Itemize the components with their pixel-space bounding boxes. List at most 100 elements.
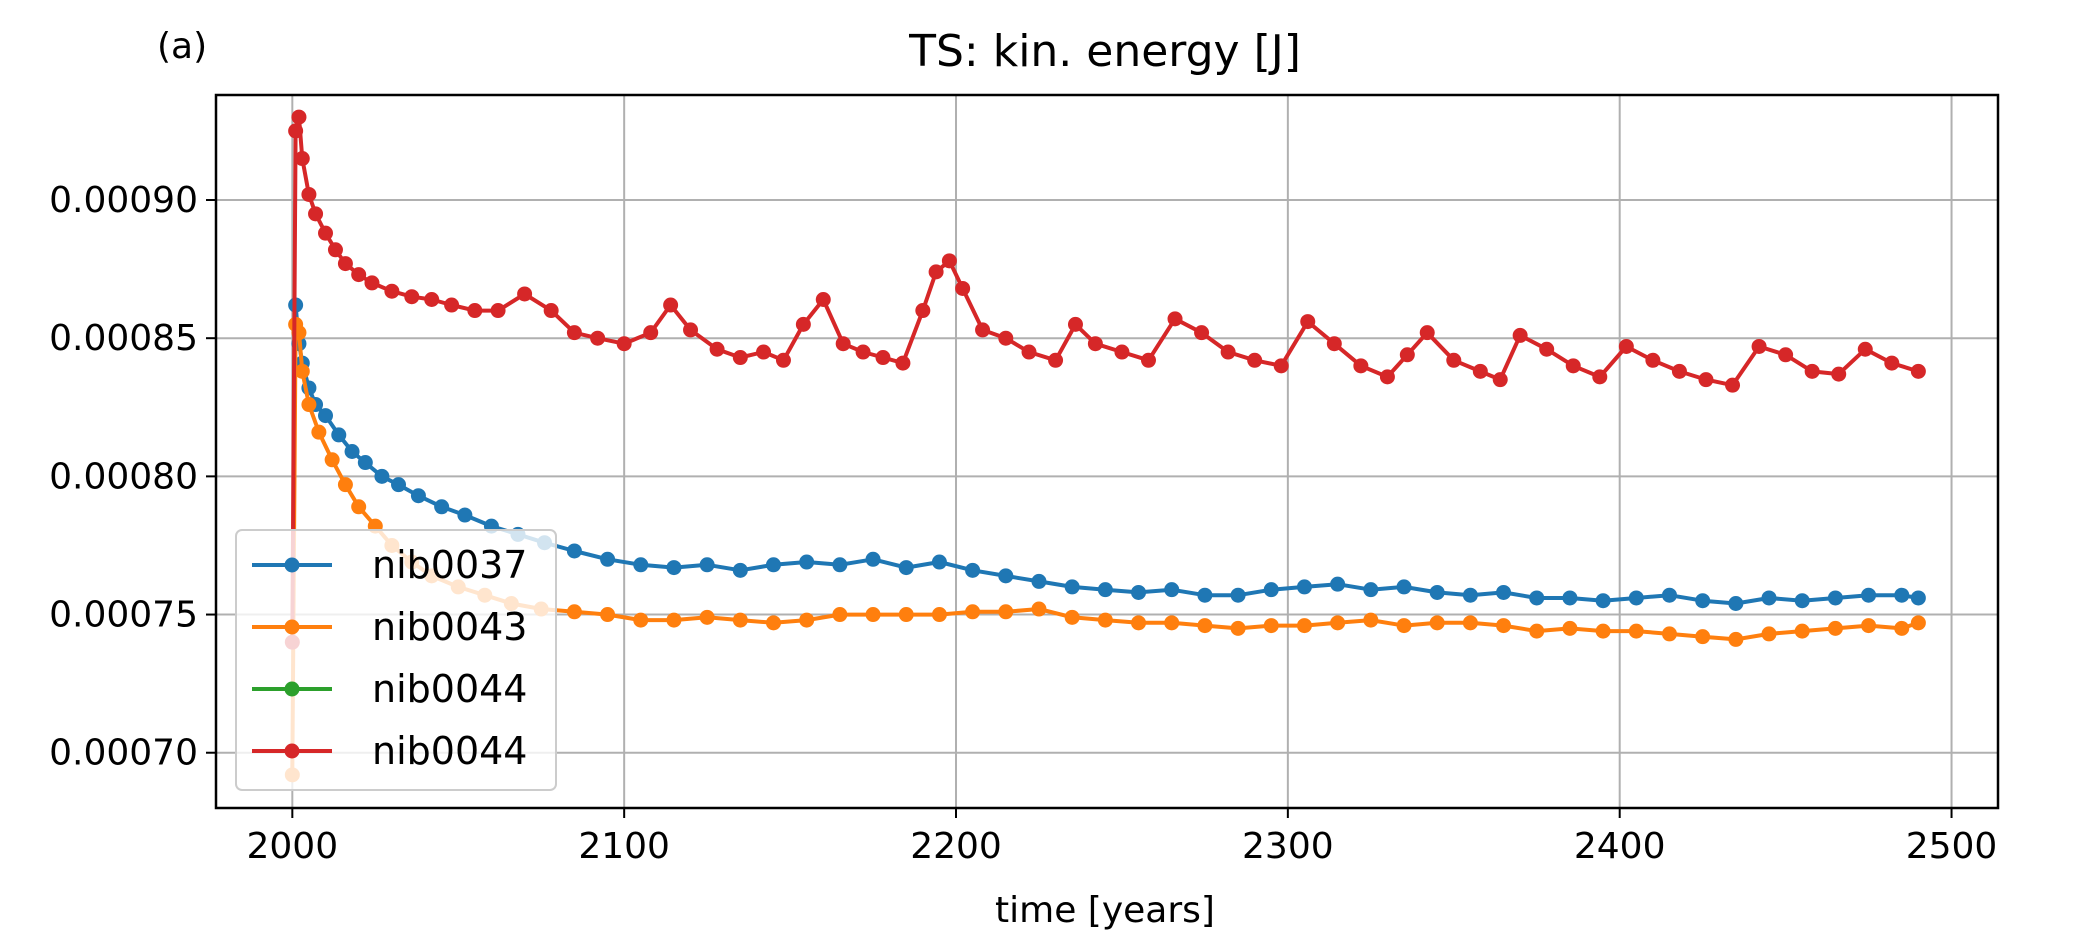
data-point xyxy=(1728,595,1744,611)
data-point xyxy=(832,557,848,573)
data-point xyxy=(1140,352,1156,368)
data-point xyxy=(1592,369,1608,385)
data-point xyxy=(1628,623,1644,639)
data-point xyxy=(765,615,781,631)
legend-entry: nib0044 xyxy=(372,729,527,773)
y-tick-label: 0.00080 xyxy=(49,456,198,497)
data-point xyxy=(1671,363,1687,379)
data-point xyxy=(1263,582,1279,598)
data-point xyxy=(1761,590,1777,606)
data-point xyxy=(709,341,725,357)
data-point xyxy=(1512,327,1528,343)
data-point xyxy=(683,322,699,338)
y-tick-label: 0.00070 xyxy=(49,733,198,774)
data-point xyxy=(1363,612,1379,628)
data-point xyxy=(308,206,324,222)
data-point xyxy=(1761,626,1777,642)
data-point xyxy=(1472,363,1488,379)
data-point xyxy=(616,336,632,352)
data-point xyxy=(1661,587,1677,603)
data-point xyxy=(1230,587,1246,603)
data-point xyxy=(1131,615,1147,631)
data-point xyxy=(331,427,347,443)
data-point xyxy=(294,151,310,167)
data-point xyxy=(357,455,373,471)
chart-title: TS: kin. energy [J] xyxy=(908,26,1301,77)
data-point xyxy=(1595,623,1611,639)
data-point xyxy=(931,607,947,623)
data-point xyxy=(1529,590,1545,606)
data-point xyxy=(1661,626,1677,642)
data-point xyxy=(815,292,831,308)
data-point xyxy=(865,607,881,623)
data-point xyxy=(566,325,582,341)
x-tick-label: 2300 xyxy=(1242,826,1334,867)
data-point xyxy=(301,397,317,413)
data-point xyxy=(318,225,334,241)
data-point xyxy=(1263,618,1279,634)
data-point xyxy=(1698,372,1714,388)
data-point xyxy=(643,325,659,341)
data-point xyxy=(1021,344,1037,360)
data-point xyxy=(775,352,791,368)
data-point xyxy=(600,551,616,567)
data-point xyxy=(875,350,891,366)
data-point xyxy=(1353,358,1369,374)
data-point xyxy=(1562,590,1578,606)
x-tick-label: 2000 xyxy=(247,826,339,867)
data-point xyxy=(1462,615,1478,631)
x-tick-label: 2400 xyxy=(1574,826,1666,867)
data-point xyxy=(1097,612,1113,628)
data-point xyxy=(1330,576,1346,592)
data-point xyxy=(1230,620,1246,636)
data-point xyxy=(1164,582,1180,598)
data-point xyxy=(1894,620,1910,636)
data-point xyxy=(1894,587,1910,603)
data-point xyxy=(311,424,327,440)
data-point xyxy=(374,468,390,484)
data-point xyxy=(1496,618,1512,634)
data-point xyxy=(1429,615,1445,631)
data-point xyxy=(1910,615,1926,631)
data-point xyxy=(1379,369,1395,385)
data-point xyxy=(424,292,440,308)
data-point xyxy=(795,316,811,332)
data-point xyxy=(1048,352,1064,368)
data-point xyxy=(835,336,851,352)
data-point xyxy=(1114,344,1130,360)
data-point xyxy=(467,303,483,319)
data-point xyxy=(1529,623,1545,639)
data-point xyxy=(1399,347,1415,363)
data-point xyxy=(517,286,533,302)
data-point xyxy=(928,264,944,280)
data-point xyxy=(543,303,559,319)
data-point xyxy=(384,283,400,299)
data-point xyxy=(941,253,957,269)
x-axis-label: time [years] xyxy=(995,890,1215,931)
data-point xyxy=(898,607,914,623)
y-tick-label: 0.00090 xyxy=(49,180,198,221)
data-point xyxy=(931,554,947,570)
data-point xyxy=(998,330,1014,346)
data-point xyxy=(1496,584,1512,600)
data-point xyxy=(765,557,781,573)
data-point xyxy=(663,297,679,313)
data-point xyxy=(732,612,748,628)
plot-frame xyxy=(214,93,2000,810)
data-point xyxy=(1300,314,1316,330)
data-point xyxy=(1396,618,1412,634)
data-point xyxy=(1247,352,1263,368)
data-point xyxy=(1565,358,1581,374)
data-point xyxy=(699,557,715,573)
data-point xyxy=(1031,573,1047,589)
data-point xyxy=(1695,593,1711,609)
data-point xyxy=(1330,615,1346,631)
data-point xyxy=(566,604,582,620)
data-point xyxy=(1492,372,1508,388)
data-point xyxy=(955,280,971,296)
data-point xyxy=(457,507,473,523)
data-point xyxy=(998,604,1014,620)
data-point xyxy=(1194,325,1210,341)
data-point xyxy=(1031,601,1047,617)
data-point xyxy=(1861,618,1877,634)
